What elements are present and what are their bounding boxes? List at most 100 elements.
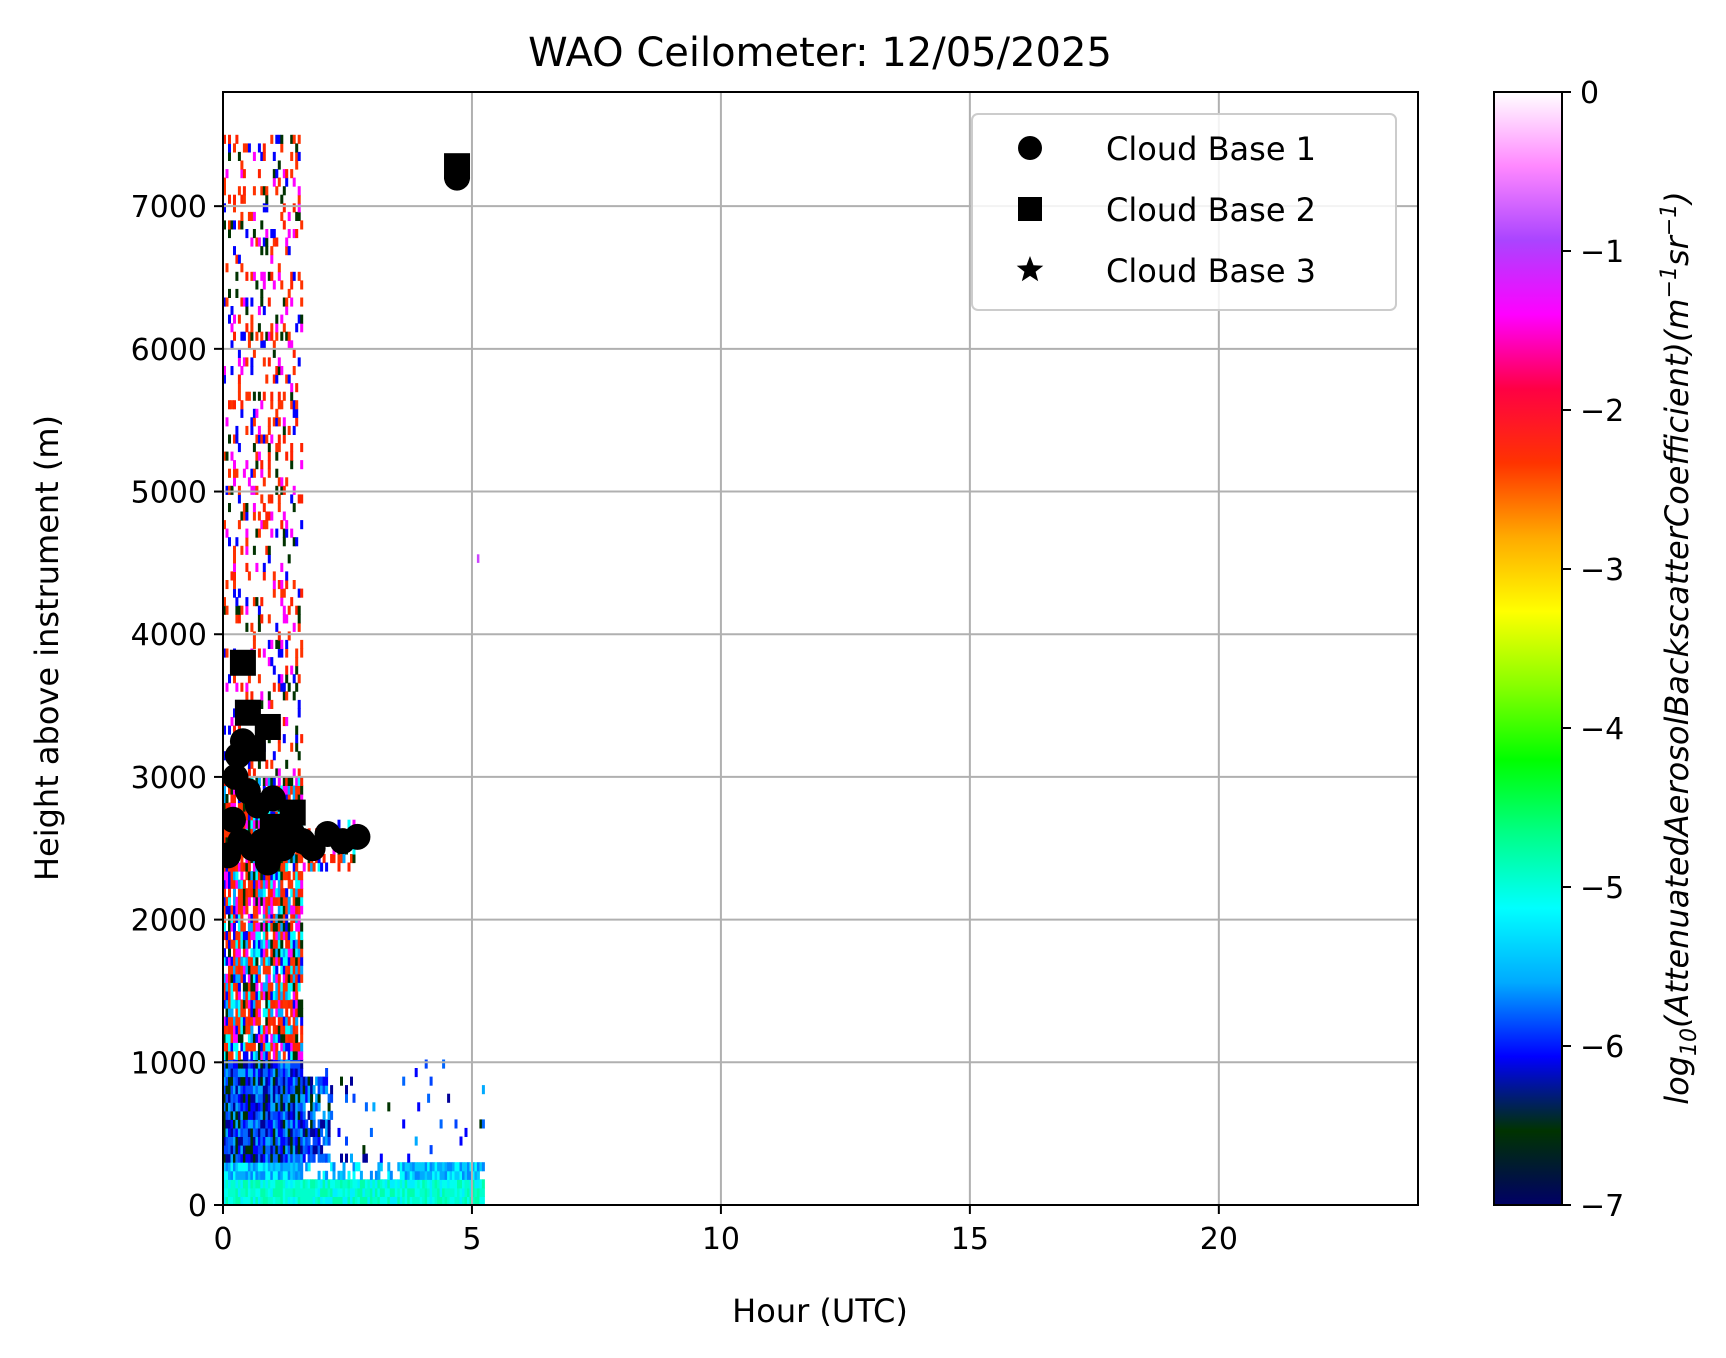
heatmap-cell — [257, 622, 261, 632]
heatmap-cell — [285, 1059, 289, 1069]
y-tick-label: 6000 — [131, 333, 207, 368]
heatmap-cell — [267, 1119, 271, 1129]
heatmap-cell — [297, 871, 301, 881]
heatmap-cell — [290, 528, 294, 538]
heatmap-cell — [245, 1110, 249, 1120]
heatmap-cell — [228, 956, 231, 966]
heatmap-cell — [389, 1187, 393, 1197]
heatmap-cell — [223, 220, 226, 230]
heatmap-cell — [369, 1179, 373, 1189]
heatmap-cell — [250, 1076, 254, 1086]
heatmap-cell — [424, 1196, 428, 1205]
y-tick-label: 3000 — [131, 761, 207, 796]
heatmap-cell — [292, 1162, 296, 1172]
heatmap-cell — [233, 1145, 236, 1155]
heatmap-cell — [247, 862, 251, 872]
heatmap-cell — [305, 1085, 309, 1095]
heatmap-cell — [315, 1145, 319, 1155]
heatmap-cell — [228, 1025, 231, 1035]
heatmap-cell — [275, 485, 279, 495]
heatmap-cell — [262, 357, 266, 367]
heatmap-cell — [247, 896, 251, 906]
heatmap-cell — [272, 1059, 276, 1069]
heatmap-cell — [280, 331, 284, 341]
heatmap-cell — [300, 314, 304, 324]
heatmap-cell — [312, 1153, 316, 1163]
heatmap-cell — [292, 896, 296, 906]
heatmap-cell — [277, 443, 281, 453]
heatmap-cell — [315, 1187, 319, 1197]
heatmap-cell — [240, 1179, 244, 1189]
heatmap-cell — [270, 246, 274, 256]
heatmap-cell — [257, 776, 261, 786]
heatmap-cell — [228, 982, 231, 992]
heatmap-cell — [235, 605, 239, 615]
heatmap-cell — [295, 734, 299, 744]
heatmap-cell — [285, 580, 289, 590]
heatmap-cell — [275, 896, 279, 906]
heatmap-cell — [277, 160, 281, 170]
cloud-base-2-point — [229, 649, 256, 676]
heatmap-cell — [407, 1153, 411, 1163]
heatmap-cell — [257, 1093, 261, 1103]
heatmap-cell — [437, 1196, 441, 1205]
heatmap-cell — [424, 1187, 428, 1197]
heatmap-cell — [292, 973, 296, 983]
heatmap-cell — [270, 1102, 274, 1112]
heatmap-cell — [245, 965, 249, 975]
heatmap-cell — [290, 151, 294, 161]
heatmap-cell — [233, 931, 236, 941]
heatmap-cell — [327, 1093, 331, 1103]
heatmap-cell — [255, 1102, 259, 1112]
heatmap-cell — [402, 1170, 406, 1180]
heatmap-cell — [242, 862, 246, 872]
heatmap-cell — [262, 520, 266, 530]
heatmap-cell — [476, 554, 480, 563]
heatmap-cell — [225, 1110, 229, 1120]
heatmap-cell — [240, 1196, 244, 1205]
heatmap-cell — [233, 1059, 236, 1069]
heatmap-cell — [330, 1085, 334, 1095]
heatmap-cell — [267, 939, 271, 949]
heatmap-cell — [230, 1102, 234, 1112]
heatmap-cell — [459, 1170, 463, 1180]
heatmap-cell — [429, 1179, 433, 1189]
heatmap-cell — [300, 648, 304, 658]
heatmap-cell — [292, 794, 296, 804]
heatmap-cell — [242, 965, 246, 975]
heatmap-cell — [242, 511, 246, 521]
heatmap-cell — [272, 913, 276, 923]
heatmap-cell — [228, 1196, 231, 1205]
heatmap-cell — [280, 1093, 284, 1103]
heatmap-cell — [265, 1102, 269, 1112]
heatmap-cell — [295, 862, 299, 872]
heatmap-cell — [223, 648, 226, 658]
heatmap-cell — [250, 1187, 254, 1197]
heatmap-cell — [275, 186, 279, 196]
heatmap-cell — [252, 597, 256, 607]
heatmap-cell — [272, 871, 276, 881]
heatmap-cell — [275, 1162, 279, 1172]
heatmap-cell — [352, 1179, 356, 1189]
heatmap-cell — [282, 434, 286, 444]
heatmap-cell — [342, 1179, 346, 1189]
heatmap-cell — [242, 1187, 246, 1197]
heatmap-cell — [295, 1025, 299, 1035]
heatmap-cell — [267, 425, 271, 435]
heatmap-cell — [282, 391, 286, 401]
heatmap-cell — [233, 1102, 236, 1112]
heatmap-cell — [237, 220, 241, 230]
heatmap-cell — [389, 1179, 393, 1189]
heatmap-cell — [240, 939, 244, 949]
heatmap-cell — [290, 1050, 294, 1060]
heatmap-cell — [245, 323, 249, 333]
heatmap-cell — [462, 1196, 465, 1205]
heatmap-cell — [429, 1170, 433, 1180]
heatmap-cell — [300, 1170, 304, 1180]
heatmap-cell — [295, 854, 299, 864]
heatmap-cell — [230, 1170, 234, 1180]
heatmap-cell — [233, 674, 236, 684]
heatmap-cell — [275, 982, 279, 992]
heatmap-cell — [297, 751, 301, 761]
heatmap-cell — [230, 973, 234, 983]
